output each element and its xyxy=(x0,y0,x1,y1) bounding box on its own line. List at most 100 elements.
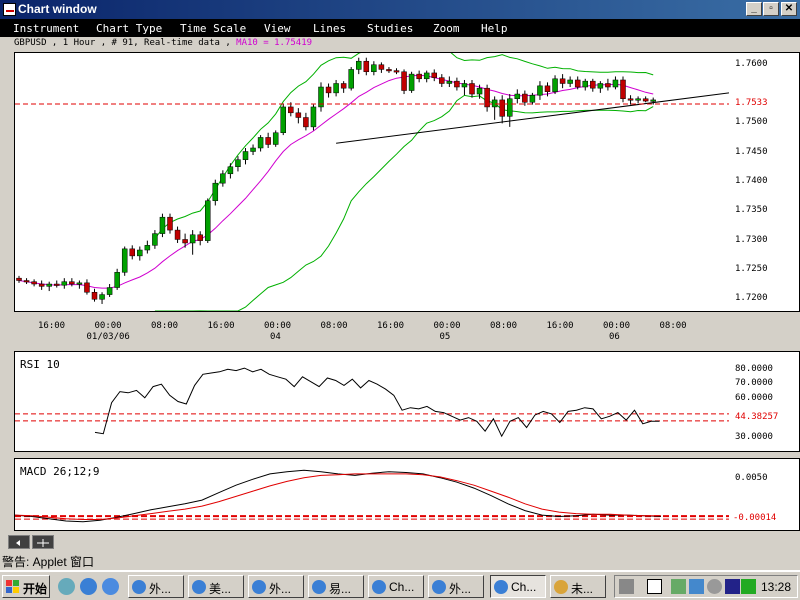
chart-toolbar xyxy=(0,534,800,550)
candle-body xyxy=(205,200,211,241)
system-tray: 13:28 xyxy=(614,575,798,598)
candle-body xyxy=(574,79,581,88)
candle-body xyxy=(544,85,551,92)
candle-body xyxy=(597,83,604,89)
candle-body xyxy=(582,80,588,88)
network-icon[interactable] xyxy=(671,579,686,594)
candle-body xyxy=(152,233,158,246)
menu-instrument[interactable]: Instrument xyxy=(13,22,80,35)
menu-chart-type[interactable]: Chart Type xyxy=(96,22,163,35)
instrument-info: GBPUSD , 1 Hour , # 91, Real-time data , xyxy=(14,38,231,48)
candle-body xyxy=(137,249,143,257)
candle-body xyxy=(54,283,60,286)
task-button[interactable]: 易... xyxy=(308,575,364,598)
candle-body xyxy=(423,72,430,80)
menu-help[interactable]: Help xyxy=(481,22,508,35)
candle-body xyxy=(416,73,422,80)
close-button[interactable]: ✕ xyxy=(781,2,797,16)
candle-body xyxy=(250,147,256,152)
price-current-label: 1.7533 xyxy=(735,98,768,108)
candle-body xyxy=(386,69,392,72)
candle-body xyxy=(340,83,347,89)
candle-body xyxy=(227,166,234,175)
menu-time-scale[interactable]: Time Scale xyxy=(180,22,247,35)
candle-body xyxy=(16,277,22,281)
candle-body xyxy=(348,69,354,89)
candle-body xyxy=(31,281,37,285)
start-button[interactable]: 开始 xyxy=(2,575,50,598)
keyboard-icon[interactable] xyxy=(619,579,634,594)
rsi-current-label: 44.38257 xyxy=(735,412,779,422)
task-button[interactable]: 外... xyxy=(428,575,484,598)
time-tick: 00:00 xyxy=(433,321,461,331)
candle-body xyxy=(499,99,505,117)
maximize-button[interactable]: ▫ xyxy=(763,2,779,16)
chart-header: GBPUSD , 1 Hour , # 91, Real-time data ,… xyxy=(14,38,312,48)
rsi-label: RSI 10 xyxy=(20,358,60,371)
date-tick: 06 xyxy=(609,332,620,342)
rsi-tick: 70.0000 xyxy=(735,378,773,388)
price-tick: 1.7600 xyxy=(735,58,768,69)
candle-body xyxy=(552,78,558,92)
desktop-icon[interactable] xyxy=(102,578,119,595)
menu-zoom[interactable]: Zoom xyxy=(433,22,460,35)
task-button[interactable]: 外... xyxy=(248,575,304,598)
help-icon[interactable] xyxy=(647,579,662,594)
date-tick: 05 xyxy=(439,332,451,342)
candle-body xyxy=(144,245,151,251)
windows-logo-icon xyxy=(6,580,20,593)
time-tick: 08:00 xyxy=(320,321,348,331)
minimize-button[interactable]: _ xyxy=(746,2,762,16)
candle-body xyxy=(363,60,370,73)
macd-current-label: -0.00014 xyxy=(733,513,777,523)
candle-body xyxy=(469,83,475,95)
rsi-tick: 80.0000 xyxy=(735,364,773,374)
candle-body xyxy=(121,248,128,273)
menu-view[interactable]: View xyxy=(264,22,291,35)
task-button[interactable]: 外... xyxy=(128,575,184,598)
candle-body xyxy=(642,98,649,102)
task-button[interactable]: Ch... xyxy=(368,575,424,598)
volume-icon[interactable] xyxy=(689,579,704,594)
price-tick: 1.7400 xyxy=(735,176,768,186)
candle-body xyxy=(295,112,302,118)
scroll-left-button[interactable] xyxy=(8,535,30,549)
candle-body xyxy=(378,64,385,70)
tray-app2-icon[interactable] xyxy=(741,579,756,594)
candle-body xyxy=(182,239,188,244)
candle-body xyxy=(167,216,173,231)
menu-lines[interactable]: Lines xyxy=(313,22,347,35)
candle-body xyxy=(446,80,453,84)
menu-studies[interactable]: Studies xyxy=(367,22,414,35)
candle-body xyxy=(333,83,339,94)
price-panel[interactable] xyxy=(14,52,730,312)
candle-body xyxy=(507,98,513,117)
time-tick: 08:00 xyxy=(490,321,518,331)
candle-body xyxy=(620,79,626,99)
rsi-panel[interactable]: RSI 10 xyxy=(14,351,730,452)
task-button[interactable]: 美... xyxy=(188,575,244,598)
candle-body xyxy=(38,283,45,287)
speaker-icon[interactable] xyxy=(707,579,722,594)
quicklaunch-1-icon[interactable] xyxy=(58,578,75,595)
taskbar: 开始 外... 美... 外... 易... Ch... 外... Ch... … xyxy=(0,570,800,600)
candle-body xyxy=(61,281,68,286)
macd-line xyxy=(15,469,662,523)
candle-body xyxy=(627,98,634,101)
time-tick: 16:00 xyxy=(38,321,66,331)
candle-body xyxy=(522,93,528,103)
candle-body xyxy=(189,234,196,244)
candle-body xyxy=(197,234,203,241)
candle-body xyxy=(257,137,264,149)
candle-body xyxy=(356,60,362,70)
candle-body xyxy=(91,291,98,300)
crosshair-button[interactable] xyxy=(32,535,54,549)
bollinger-upper xyxy=(154,53,654,239)
task-button[interactable]: 未... xyxy=(550,575,606,598)
time-tick: 00:00 xyxy=(94,321,122,331)
tray-app-icon[interactable] xyxy=(725,579,740,594)
task-button-active[interactable]: Ch... xyxy=(490,575,546,598)
ie-icon[interactable] xyxy=(80,578,97,595)
macd-panel[interactable]: MACD 26;12;9 xyxy=(14,458,730,531)
candle-body xyxy=(129,248,135,257)
